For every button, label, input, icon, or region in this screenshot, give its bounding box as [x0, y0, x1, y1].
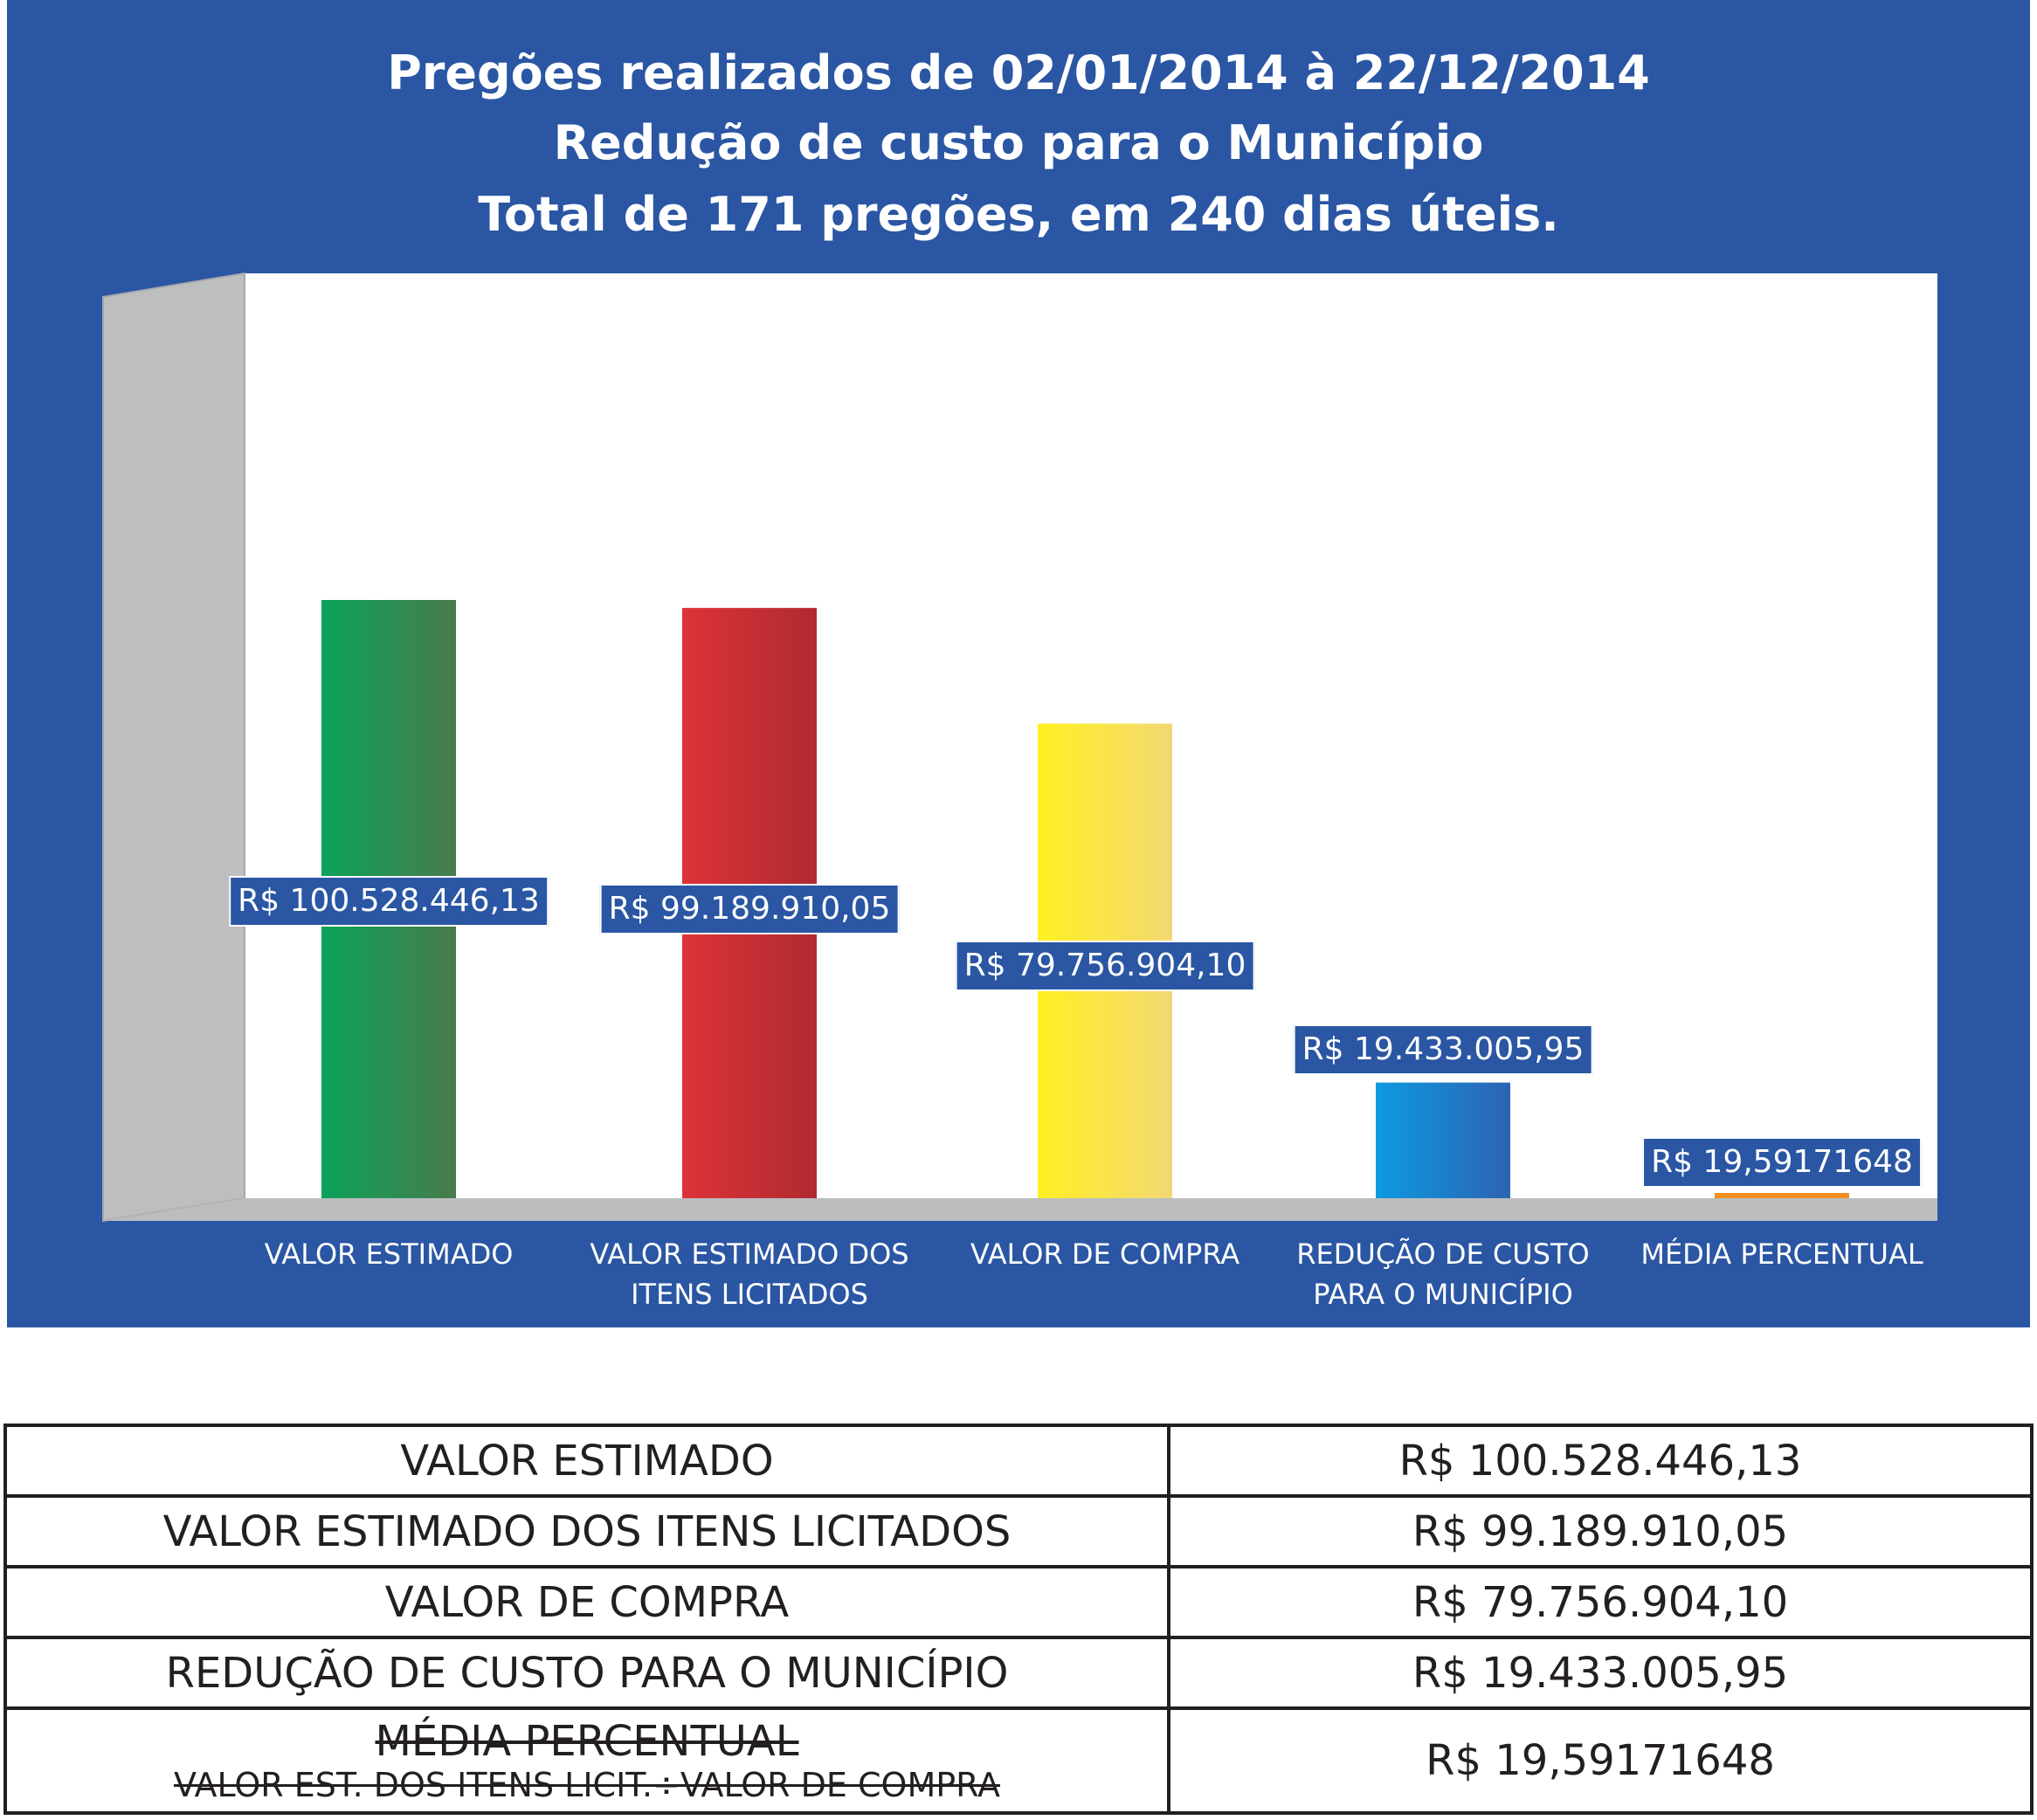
bar-media-percentual: [1715, 1193, 1849, 1198]
table-label: VALOR ESTIMADO: [3, 1424, 1170, 1498]
data-label-valor-estimado-itens: R$ 99.189.910,05: [599, 884, 900, 934]
category-label-reducao-custo: REDUÇÃO DE CUSTO PARA O MUNICÍPIO: [1296, 1237, 1590, 1311]
category-label-media-percentual: MÉDIA PERCENTUAL: [1640, 1237, 1923, 1271]
data-label-valor-estimado: R$ 100.528.446,13: [229, 876, 549, 927]
data-label-reducao-custo: R$ 19.433.005,95: [1293, 1024, 1593, 1075]
table-row: VALOR ESTIMADO R$ 100.528.446,13: [3, 1424, 2034, 1498]
table-row: MÉDIA PERCENTUAL VALOR EST. DOS ITENS LI…: [3, 1706, 2034, 1815]
table-label-struck: MÉDIA PERCENTUAL VALOR EST. DOS ITENS LI…: [3, 1706, 1170, 1815]
table-row: REDUÇÃO DE CUSTO PARA O MUNICÍPIO R$ 19.…: [3, 1636, 2034, 1710]
category-label-valor-estimado-itens: VALOR ESTIMADO DOS ITENS LICITADOS: [590, 1237, 909, 1311]
bar-reducao-custo: [1376, 1082, 1510, 1198]
table-label: VALOR DE COMPRA: [3, 1565, 1170, 1639]
table-value: R$ 19.433.005,95: [1167, 1636, 2034, 1710]
values-table: VALOR ESTIMADO R$ 100.528.446,13 VALOR E…: [3, 1424, 2034, 1815]
chart-title-line-1: Pregões realizados de 02/01/2014 à 22/12…: [387, 45, 1650, 100]
bar-chart: [102, 272, 1937, 1223]
data-label-media-percentual: R$ 19,59171648: [1642, 1137, 1922, 1188]
table-label: VALOR ESTIMADO DOS ITENS LICITADOS: [3, 1494, 1170, 1568]
table-label: REDUÇÃO DE CUSTO PARA O MUNICÍPIO: [3, 1636, 1170, 1710]
table-row: VALOR ESTIMADO DOS ITENS LICITADOS R$ 99…: [3, 1494, 2034, 1568]
media-percentual-label: MÉDIA PERCENTUAL: [375, 1717, 799, 1766]
chart-title-line-3: Total de 171 pregões, em 240 dias úteis.: [478, 187, 1559, 242]
table-value: R$ 100.528.446,13: [1167, 1424, 2034, 1498]
table-value: R$ 99.189.910,05: [1167, 1494, 2034, 1568]
chart-floor: [103, 1198, 1937, 1221]
chart-title-line-2: Redução de custo para o Município: [553, 115, 1484, 170]
table-row: VALOR DE COMPRA R$ 79.756.904,10: [3, 1565, 2034, 1639]
data-label-valor-compra: R$ 79.756.904,10: [955, 941, 1255, 991]
chart-side-wall: [102, 272, 245, 1223]
formula-label: VALOR EST. DOS ITENS LICIT.÷VALOR DE COM…: [173, 1766, 1001, 1804]
category-label-valor-estimado: VALOR ESTIMADO: [264, 1237, 514, 1271]
table-value: R$ 19,59171648: [1167, 1706, 2034, 1815]
category-label-valor-compra: VALOR DE COMPRA: [970, 1237, 1240, 1271]
table-value: R$ 79.756.904,10: [1167, 1565, 2034, 1639]
